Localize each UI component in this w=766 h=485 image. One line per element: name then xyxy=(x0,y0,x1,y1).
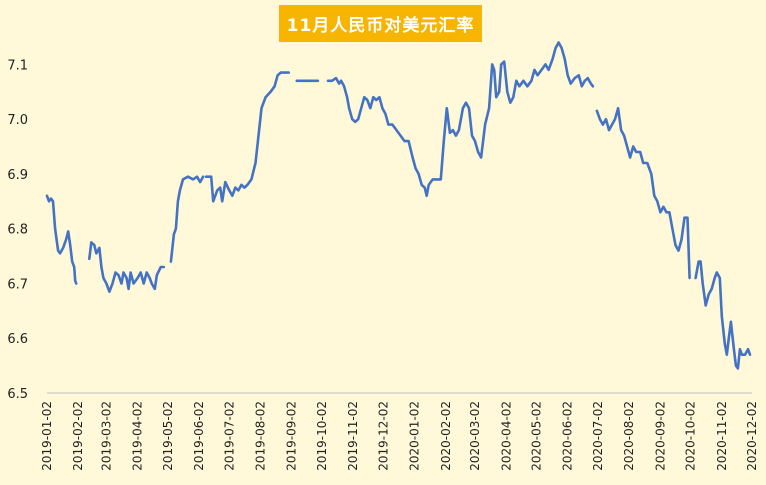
x-tick-label: 2020-06-02 xyxy=(561,401,575,471)
series-line-segment xyxy=(694,260,752,370)
x-tick-label: 2019-10-02 xyxy=(315,401,329,471)
y-tick-label: 6.7 xyxy=(7,277,28,292)
y-tick-label: 6.9 xyxy=(7,168,28,183)
y-tick-label: 7.1 xyxy=(7,58,28,73)
x-tick-label: 2020-03-02 xyxy=(468,401,482,471)
x-tick-label: 2020-05-02 xyxy=(529,401,543,471)
y-tick-label: 6.5 xyxy=(7,387,28,402)
x-tick-label: 2019-12-02 xyxy=(376,401,390,471)
x-tick-label: 2020-12-02 xyxy=(745,401,759,471)
series-line-segment xyxy=(595,106,691,280)
x-tick-label: 2020-07-02 xyxy=(591,401,605,471)
x-tick-label: 2019-09-02 xyxy=(285,401,299,471)
x-tick-label: 2020-10-02 xyxy=(684,401,698,471)
x-tick-label: 2019-06-02 xyxy=(192,401,206,471)
series-line-segment xyxy=(169,175,205,263)
x-tick-label: 2019-11-02 xyxy=(346,401,360,471)
x-tick-label: 2020-08-02 xyxy=(622,401,636,471)
x-tick-label: 2020-02-02 xyxy=(439,401,453,471)
series-line-segment xyxy=(326,41,595,198)
x-tick-label: 2019-01-02 xyxy=(40,401,54,471)
x-axis-labels: 2019-01-02 2019-02-02 2019-03-02 2019-04-02… xyxy=(40,401,759,471)
x-tick-label: 2020-09-02 xyxy=(653,401,667,471)
series-line-segment xyxy=(45,194,78,285)
x-tick-label: 2020-11-02 xyxy=(715,401,729,471)
x-tick-label: 2019-05-02 xyxy=(161,401,175,471)
x-tick-label: 2020-04-02 xyxy=(499,401,513,471)
y-axis-labels: 6.5 6.6 6.7 6.8 6.9 7.0 7.1 xyxy=(7,58,28,402)
y-tick-label: 6.6 xyxy=(7,332,28,347)
chart-title: 11月人民币对美元汇率 xyxy=(279,5,482,42)
x-tick-label: 2020-01-02 xyxy=(408,401,422,471)
x-tick-label: 2019-07-02 xyxy=(222,401,236,471)
x-tick-label: 2019-02-02 xyxy=(71,401,85,471)
x-tick-label: 2019-04-02 xyxy=(131,401,145,471)
x-tick-label: 2019-08-02 xyxy=(254,401,268,471)
exchange-rate-series xyxy=(45,41,752,370)
series-line-segment xyxy=(204,71,291,203)
y-tick-label: 7.0 xyxy=(7,113,28,128)
x-tick-label: 2019-03-02 xyxy=(99,401,113,471)
y-tick-label: 6.8 xyxy=(7,223,28,238)
series-line-segment xyxy=(88,241,166,294)
